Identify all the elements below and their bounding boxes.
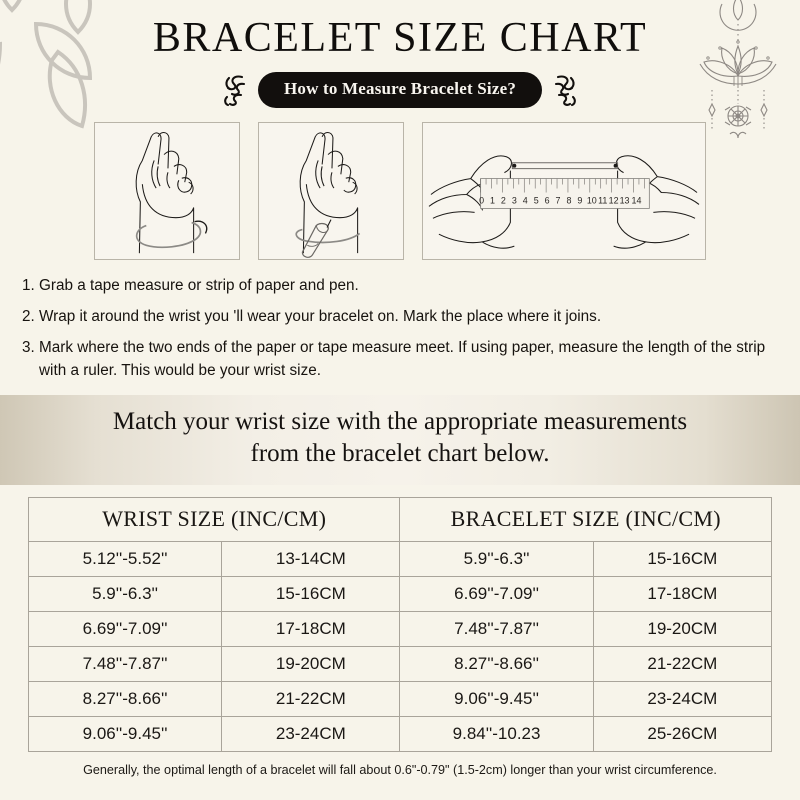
- cell-bracelet-inch: 9.84''-10.23: [399, 715, 594, 752]
- cell-bracelet-inch: 6.69''-7.09'': [399, 575, 594, 612]
- step-number: 2.: [22, 307, 35, 325]
- svg-text:3: 3: [512, 196, 517, 206]
- cell-wrist-cm: 23-24CM: [221, 715, 401, 752]
- column-header-bracelet-size: BRACELET SIZE (INC/CM): [399, 496, 772, 542]
- step-number: 1.: [22, 277, 35, 295]
- cell-wrist-cm: 21-22CM: [221, 680, 401, 717]
- list-item: 1. Grab a tape measure or strip of paper…: [22, 274, 782, 298]
- step-number: 3.: [22, 338, 35, 356]
- svg-text:0: 0: [479, 196, 484, 206]
- cell-bracelet-cm: 15-16CM: [592, 540, 773, 577]
- step-text: Wrap it around the wrist you 'll wear yo…: [39, 307, 602, 325]
- cell-wrist-inch: 7.48''-7.87'': [27, 645, 223, 682]
- svg-text:8: 8: [566, 196, 571, 206]
- svg-text:14: 14: [631, 196, 641, 206]
- cell-bracelet-inch: 7.48''-7.87'': [399, 610, 594, 647]
- hand-with-tape-measure-illustration: [94, 122, 240, 261]
- measure-steps-list: 1. Grab a tape measure or strip of paper…: [22, 274, 782, 383]
- cell-bracelet-inch: 5.9''-6.3'': [399, 540, 594, 577]
- page-title: BRACELET SIZE CHART: [152, 15, 648, 61]
- cell-bracelet-cm: 25-26CM: [592, 715, 773, 752]
- cell-wrist-cm: 15-16CM: [221, 575, 401, 612]
- svg-text:11: 11: [598, 196, 607, 206]
- svg-text:10: 10: [587, 196, 597, 206]
- table-row: 6.69''-7.09'' 17-18CM 7.48''-7.87'' 19-2…: [27, 610, 773, 647]
- flourish-ornament-icon: [224, 75, 246, 107]
- table-header-row: WRIST SIZE (INC/CM) BRACELET SIZE (INC/C…: [27, 496, 772, 542]
- list-item: 2. Wrap it around the wrist you 'll wear…: [22, 305, 782, 329]
- list-item: 3. Mark where the two ends of the paper …: [22, 336, 782, 383]
- table-row: 9.06''-9.45'' 23-24CM 9.84''-10.23 25-26…: [27, 715, 773, 752]
- cell-wrist-inch: 6.69''-7.09'': [27, 610, 223, 647]
- cell-wrist-inch: 8.27''-8.66'': [27, 680, 223, 717]
- cell-bracelet-cm: 19-20CM: [592, 610, 773, 647]
- step-text: Mark where the two ends of the paper or …: [39, 338, 766, 380]
- cell-bracelet-cm: 21-22CM: [592, 645, 773, 682]
- cell-wrist-inch: 9.06''-9.45'': [27, 715, 223, 752]
- size-table-wrapper: WRIST SIZE (INC/CM) BRACELET SIZE (INC/C…: [0, 485, 800, 752]
- cell-bracelet-cm: 23-24CM: [592, 680, 773, 717]
- svg-text:9: 9: [577, 196, 582, 206]
- cell-wrist-cm: 17-18CM: [221, 610, 401, 647]
- table-body: 5.12''-5.52'' 13-14CM 5.9''-6.3'' 15-16C…: [27, 540, 773, 752]
- footnote-text: Generally, the optimal length of a brace…: [83, 762, 717, 777]
- column-header-wrist-size: WRIST SIZE (INC/CM): [27, 496, 401, 542]
- table-row: 5.9''-6.3'' 15-16CM 6.69''-7.09'' 17-18C…: [27, 575, 773, 612]
- svg-text:13: 13: [620, 196, 630, 206]
- svg-text:5: 5: [534, 196, 539, 206]
- cell-wrist-inch: 5.12''-5.52'': [27, 540, 223, 577]
- svg-text:12: 12: [609, 196, 619, 206]
- cell-bracelet-inch: 8.27''-8.66'': [399, 645, 594, 682]
- banner-line-1: Match your wrist size with the appropria…: [112, 407, 688, 435]
- table-row: 7.48''-7.87'' 19-20CM 8.27''-8.66'' 21-2…: [27, 645, 773, 682]
- svg-text:4: 4: [523, 196, 528, 206]
- step-text: Grab a tape measure or strip of paper an…: [39, 277, 359, 295]
- cell-bracelet-cm: 17-18CM: [592, 575, 773, 612]
- cell-wrist-cm: 13-14CM: [221, 540, 401, 577]
- table-row: 8.27''-8.66'' 21-22CM 9.06''-9.45'' 23-2…: [27, 680, 773, 717]
- svg-text:6: 6: [545, 196, 550, 206]
- svg-text:7: 7: [556, 196, 561, 206]
- cell-wrist-inch: 5.9''-6.3'': [27, 575, 223, 612]
- hand-marking-with-pen-illustration: [258, 122, 404, 261]
- match-size-banner: Match your wrist size with the appropria…: [0, 394, 800, 485]
- measure-instruction-badge: How to Measure Bracelet Size?: [257, 72, 543, 109]
- cell-wrist-cm: 19-20CM: [221, 645, 401, 682]
- flourish-ornament-icon: [554, 75, 576, 107]
- svg-text:2: 2: [501, 196, 506, 206]
- banner-line-2: from the bracelet chart below.: [250, 440, 550, 468]
- svg-text:1: 1: [490, 196, 495, 206]
- table-row: 5.12''-5.52'' 13-14CM 5.9''-6.3'' 15-16C…: [27, 540, 773, 577]
- bracelet-size-table: WRIST SIZE (INC/CM) BRACELET SIZE (INC/C…: [27, 496, 773, 752]
- badge-row: How to Measure Bracelet Size?: [0, 72, 800, 109]
- cell-bracelet-inch: 9.06''-9.45'': [399, 680, 594, 717]
